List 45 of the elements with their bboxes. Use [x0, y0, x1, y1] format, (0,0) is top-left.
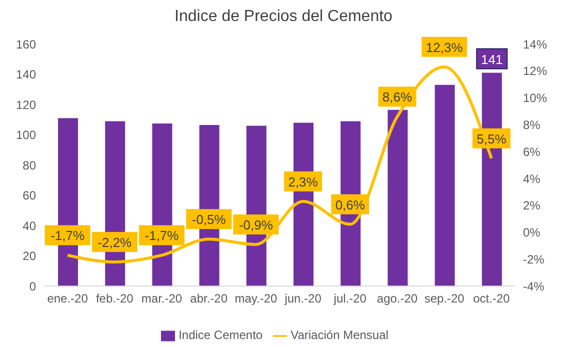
- data-label: -2,2%: [98, 234, 132, 250]
- legend-label: Indice Cemento: [178, 328, 263, 342]
- x-tick-label: ene.-20: [47, 292, 88, 306]
- bar: [434, 84, 455, 286]
- x-tick-label: ago.-20: [376, 292, 418, 306]
- data-label: -0,9%: [238, 217, 274, 232]
- y2-tick-label: 4%: [523, 172, 541, 186]
- y2-tick-label: 8%: [523, 118, 541, 132]
- y-tick-label: 80: [22, 158, 36, 172]
- data-label: -0,5%: [192, 212, 226, 228]
- y-tick-label: 40: [22, 218, 36, 233]
- y-tick-label: 140: [16, 68, 36, 82]
- y-tick-label: 160: [16, 37, 36, 52]
- y2-tick-label: 10%: [523, 91, 548, 106]
- y2-tick-label: -4%: [523, 279, 545, 294]
- data-label: 8,6%: [382, 90, 412, 105]
- x-tick-label: mar.-20: [141, 292, 182, 306]
- chart-title: Indice de Precios del Cemento: [174, 7, 394, 27]
- y-tick-label: 100: [16, 128, 36, 142]
- y2-tick-label: 2%: [523, 198, 541, 213]
- y-tick-label: 0: [29, 279, 36, 294]
- y2-tick-label: 14%: [523, 37, 548, 52]
- legend-label: Variación Mensual: [290, 328, 388, 342]
- data-label: 141: [481, 52, 503, 67]
- x-tick-label: abr.-20: [190, 292, 228, 306]
- bar: [388, 110, 408, 286]
- data-label: 2,3%: [288, 174, 318, 190]
- x-tick-label: sep.-20: [424, 292, 465, 306]
- y2-tick-label: 0%: [523, 226, 541, 240]
- x-tick-label: jul.-20: [332, 292, 367, 306]
- x-tick-label: feb.-20: [96, 292, 134, 306]
- data-label: -1,7%: [144, 228, 180, 244]
- y-tick-label: 120: [16, 98, 36, 112]
- data-label: -1,7%: [50, 228, 85, 244]
- y2-tick-label: 12%: [523, 64, 548, 78]
- x-tick-label: may.-20: [234, 292, 278, 306]
- y-tick-label: 20: [22, 249, 36, 264]
- y2-tick-label: -2%: [523, 252, 545, 267]
- x-tick-label: jun.-20: [284, 292, 322, 306]
- data-label: 5,5%: [476, 131, 507, 146]
- data-label: 0,6%: [335, 197, 366, 212]
- y2-tick-label: 6%: [523, 144, 541, 159]
- data-label: 12,3%: [426, 40, 464, 55]
- y-tick-label: 60: [22, 188, 36, 203]
- x-tick-label: oct.-20: [473, 292, 510, 306]
